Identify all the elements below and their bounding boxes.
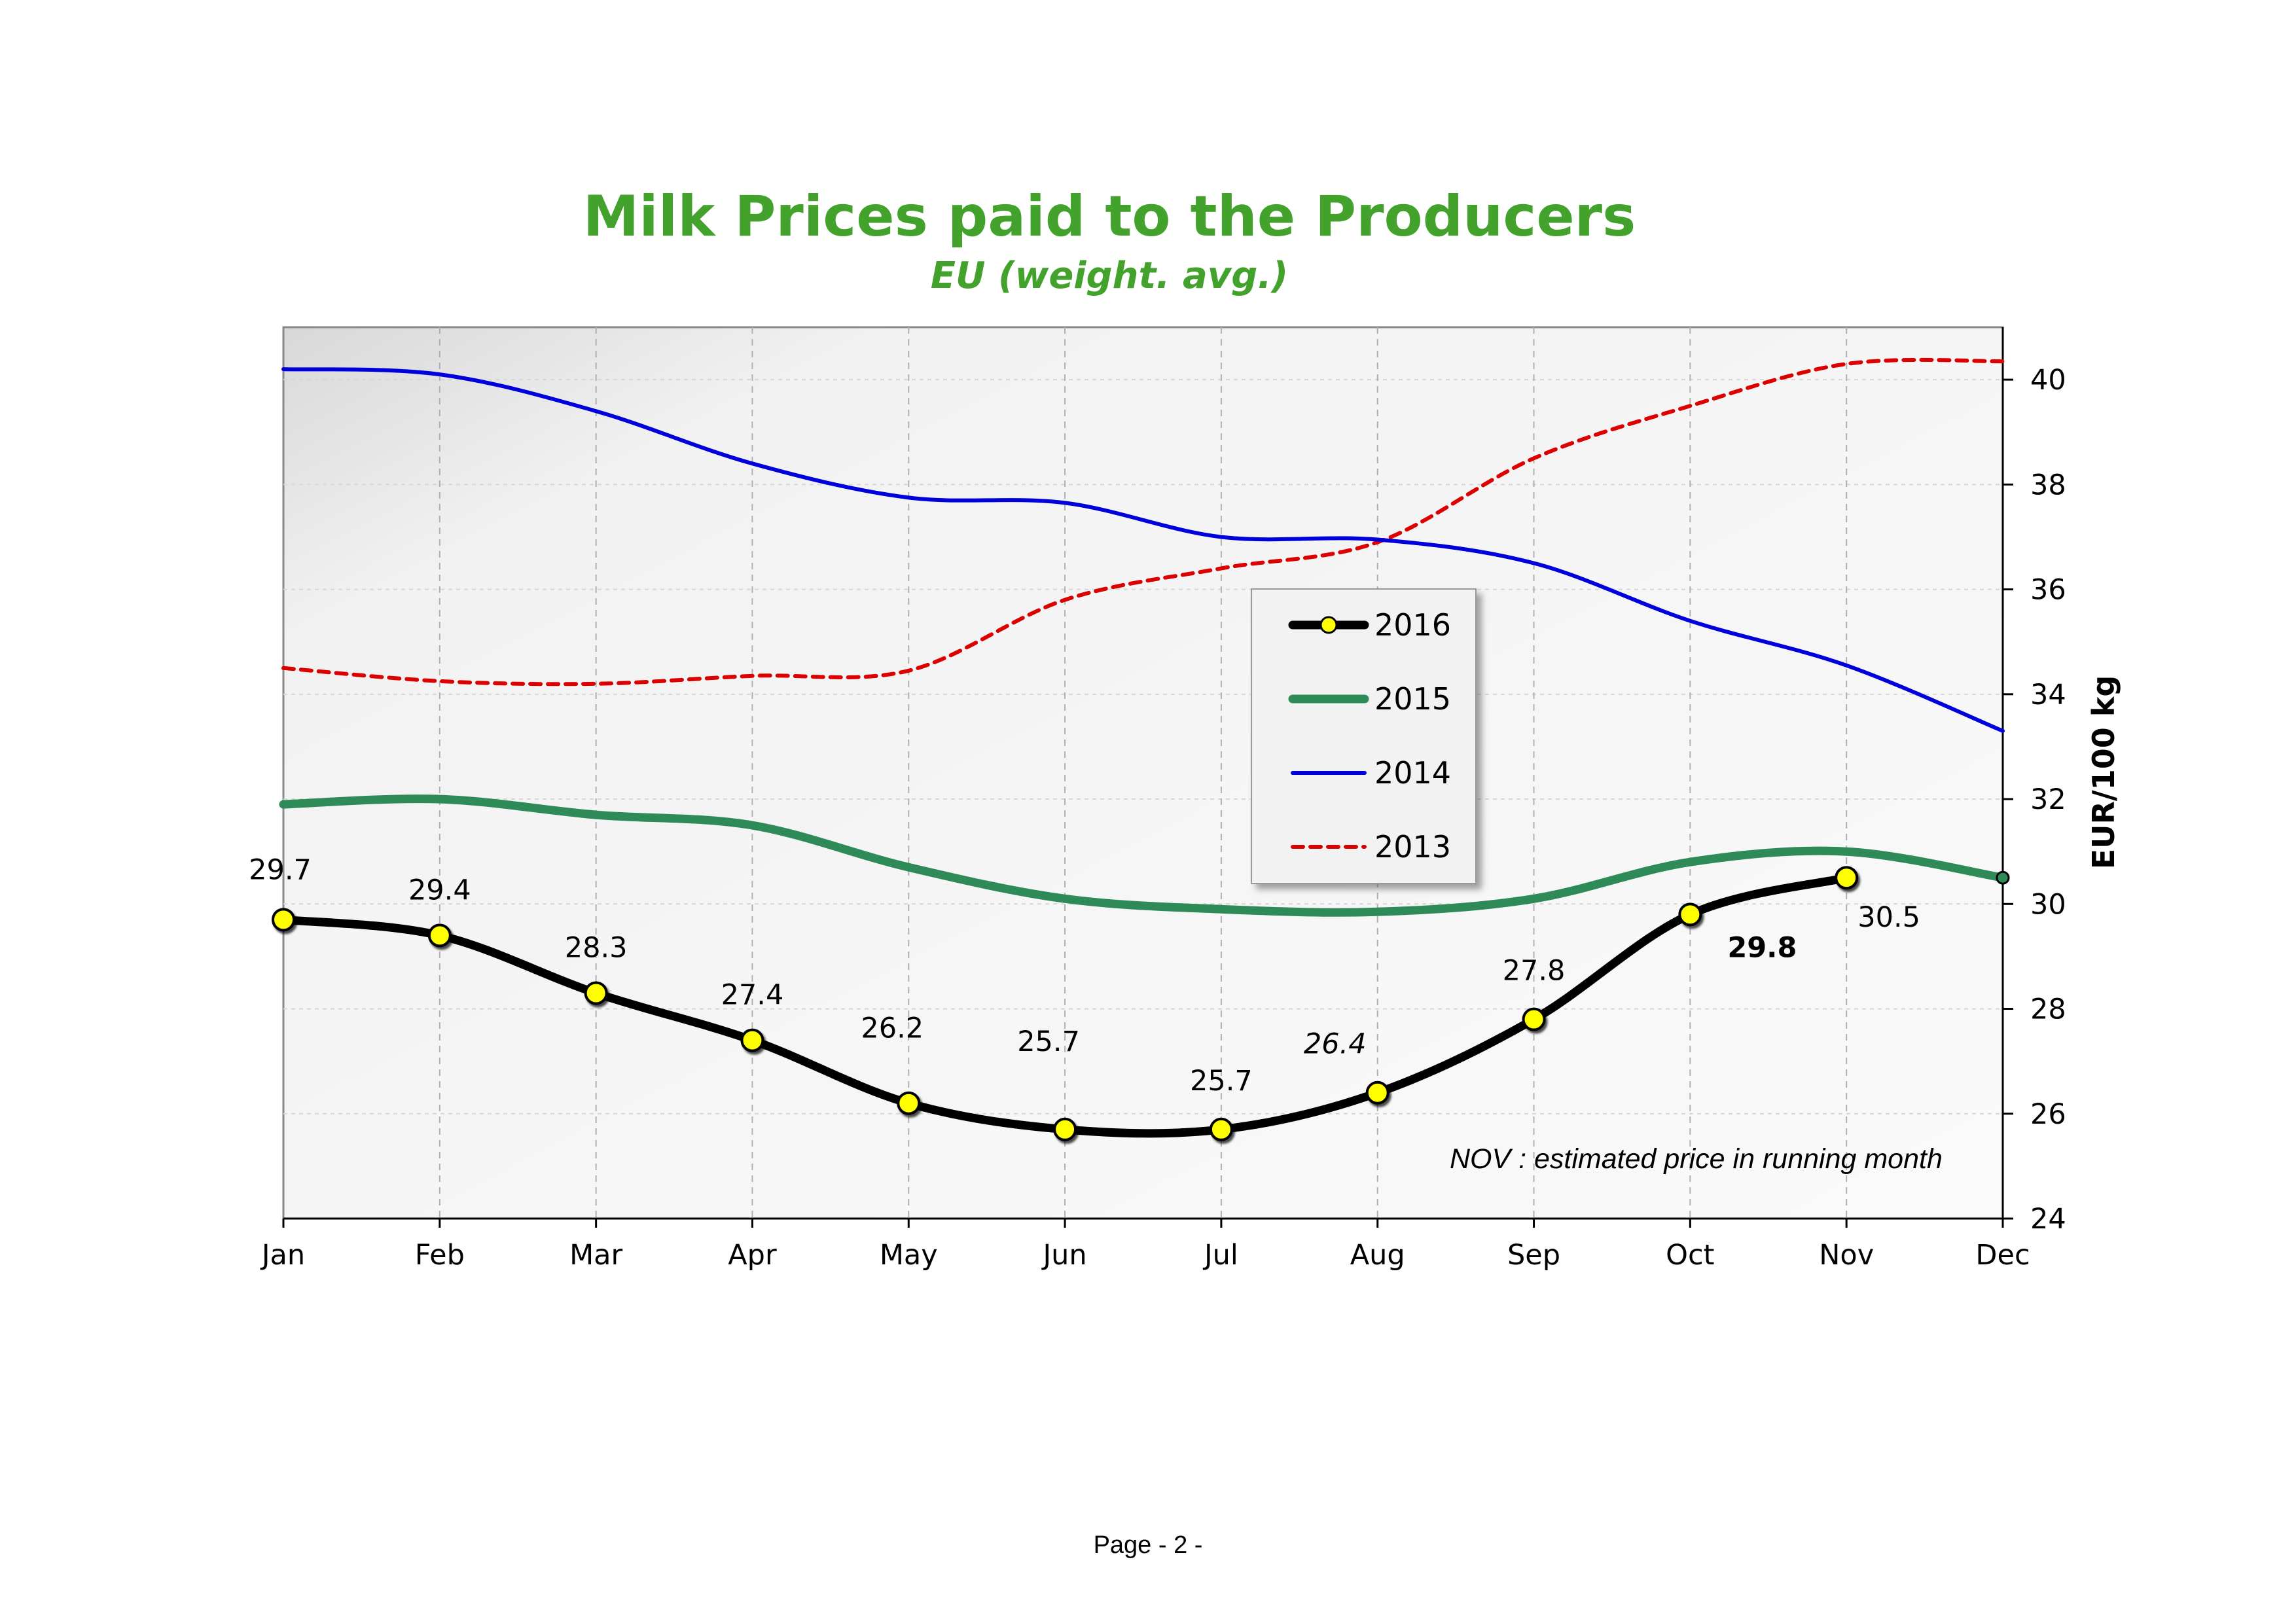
chart-subtitle: EU (weight. avg.) <box>931 255 1288 297</box>
grid-lines <box>283 327 2003 1219</box>
legend-label-2013: 2013 <box>1374 829 1451 865</box>
y-tick-label: 28 <box>2030 993 2066 1026</box>
y-tick-label: 26 <box>2030 1098 2066 1131</box>
x-tick-label: Jan <box>260 1239 305 1272</box>
data-point-2016 <box>584 981 608 1005</box>
data-labels: 29.7 29.4 28.3 27.4 26.2 25.7 25.7 26.4 27.8 29.8… <box>249 853 1920 1097</box>
y-tick-label: 36 <box>2030 574 2066 607</box>
data-label-2016: 27.4 <box>721 979 784 1012</box>
legend-items: 2016 2015 2014 2013 <box>1288 607 1451 865</box>
data-point-2016 <box>1678 902 1702 927</box>
data-label-2016: 25.7 <box>1190 1065 1253 1097</box>
x-tick-label: Jul <box>1202 1239 1238 1272</box>
x-tick-label: Jun <box>1041 1239 1086 1272</box>
y-tick-label: 38 <box>2030 469 2066 501</box>
y-tick-label: 24 <box>2030 1203 2066 1236</box>
chart-title: Milk Prices paid to the Producers <box>583 184 1636 249</box>
data-point-2016 <box>1365 1080 1390 1105</box>
page-number: Page - 2 - <box>1093 1531 1203 1559</box>
data-point-2016 <box>427 923 452 948</box>
x-tick-label: Mar <box>569 1239 622 1272</box>
data-point-2016 <box>1053 1117 1077 1141</box>
legend-label-2015: 2015 <box>1374 681 1451 717</box>
x-tick-label: Dec <box>1975 1239 2030 1272</box>
data-point-2016 <box>1835 866 1859 890</box>
plot-area <box>282 326 2004 1220</box>
series-line-2015 <box>279 794 2007 917</box>
legend-label-2016: 2016 <box>1374 607 1451 643</box>
data-label-2016: 29.7 <box>249 853 312 886</box>
y-tick-label: 34 <box>2030 679 2066 711</box>
x-tick-label: May <box>880 1239 938 1272</box>
axes: 24 26 28 30 32 34 36 38 40 Jan Feb Mar Apr May Jun Jul A… <box>260 327 2066 1272</box>
data-label-2016: 25.7 <box>1017 1026 1080 1058</box>
data-label-2016: 26.2 <box>861 1012 924 1045</box>
data-label-2016: 27.8 <box>1503 955 1566 988</box>
data-label-2016: 30.5 <box>1857 901 1920 934</box>
x-tick-label: Apr <box>728 1239 777 1272</box>
x-tick-label: Sep <box>1507 1239 1560 1272</box>
series-line-2013 <box>281 357 2005 687</box>
legend-box <box>1251 588 1477 884</box>
legend: 2016 2015 2014 2013 <box>1251 588 1477 884</box>
legend-label-2014: 2014 <box>1374 755 1451 791</box>
data-point-2016 <box>897 1091 921 1115</box>
data-label-2016: 29.4 <box>408 874 471 906</box>
data-point-2016 <box>1209 1117 1233 1141</box>
y-tick-label: 40 <box>2030 364 2066 397</box>
data-label-2016: 28.3 <box>565 931 628 964</box>
legend-marker-2016 <box>1319 616 1338 634</box>
series-line-2014 <box>281 367 2005 733</box>
x-tick-label: Nov <box>1819 1239 1874 1272</box>
data-label-2016: 26.4 <box>1304 1028 1367 1061</box>
y-tick-label: 30 <box>2030 888 2066 921</box>
data-point-2016 <box>272 908 295 932</box>
x-tick-label: Aug <box>1350 1239 1405 1272</box>
data-point-2016 <box>740 1028 764 1052</box>
x-tick-label: Oct <box>1666 1239 1714 1272</box>
estimate-note: NOV : estimated price in running month <box>1450 1143 1943 1175</box>
x-tick-label: Feb <box>415 1239 465 1272</box>
data-label-2016: 29.8 <box>1727 931 1797 964</box>
y-axis-label: EUR/100 kg <box>2086 675 2121 870</box>
series-endpoint-2015 <box>1996 870 2010 885</box>
y-tick-label: 32 <box>2030 783 2066 816</box>
series-markers <box>272 866 2010 1141</box>
data-point-2016 <box>1522 1007 1546 1031</box>
